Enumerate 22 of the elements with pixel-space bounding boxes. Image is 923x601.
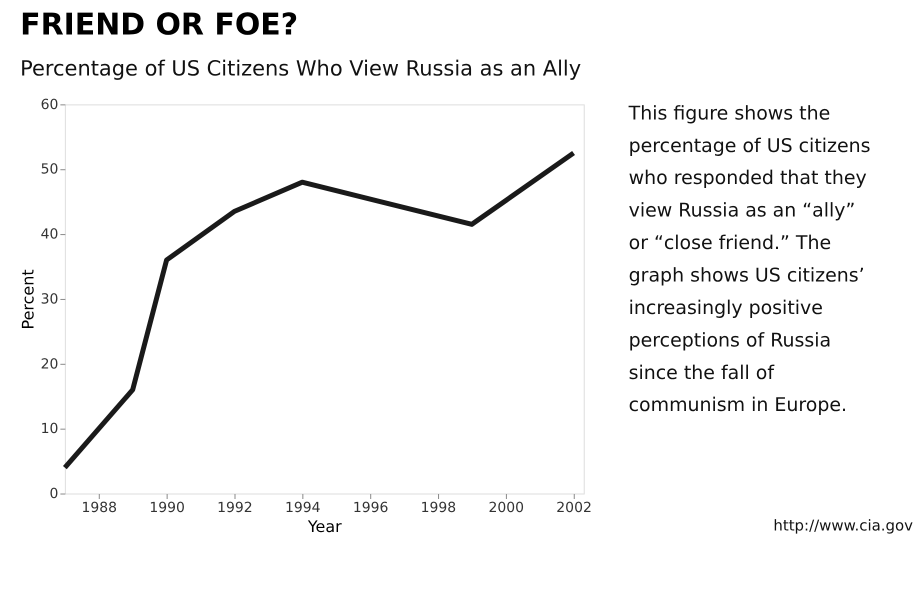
y-tick-label: 40 [40, 226, 58, 243]
chart-subtitle: Percentage of US Citizens Who View Russia as an Ally [20, 56, 582, 80]
x-tick-label: 1994 [284, 500, 321, 516]
line-series [62, 150, 576, 470]
text: http://www.cia.gov [773, 516, 914, 534]
y-tick-label: 30 [40, 291, 58, 308]
y-axis-title: Percent [18, 269, 38, 330]
x-tick-label: 2002 [556, 500, 592, 516]
x-tick-label: 1996 [352, 500, 388, 516]
x-tick-label: 1992 [217, 500, 253, 516]
x-tick-label: 1990 [149, 500, 185, 516]
x-tick-label: 1988 [82, 500, 118, 516]
x-tick-label: 2000 [488, 500, 524, 516]
y-tick-label: 10 [40, 421, 58, 438]
y-tick-label: 60 [40, 96, 58, 113]
y-tick-label: 0 [49, 486, 58, 502]
y-tick-label: 50 [40, 162, 58, 178]
text: This figure shows the percentage of US citizens who responded that they view Russia as an “ally” or “close friend.” The graph shows US citizens’ increasingly positive perceptions of Russia since the fall of communism in Europe. [628, 102, 870, 416]
chart-title: FRIEND OR FOE? [20, 8, 298, 43]
y-tick-label: 20 [40, 356, 58, 372]
x-tick-label: 1998 [420, 500, 456, 516]
x-axis-title: Year [306, 516, 342, 536]
